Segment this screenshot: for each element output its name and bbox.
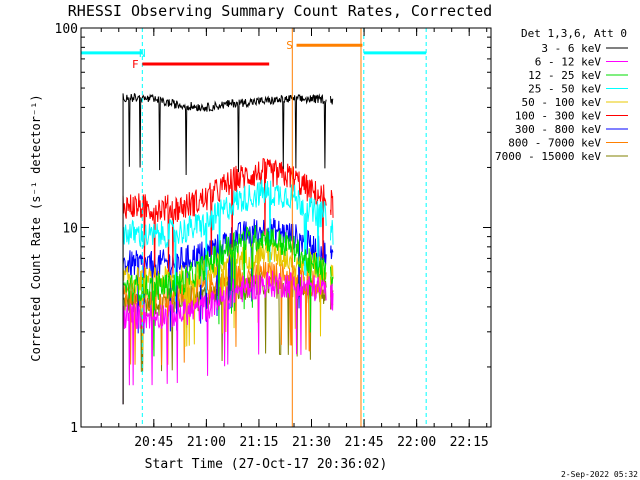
x-tick-label: 22:00 — [397, 435, 436, 450]
series-line-100-300-kev-segment-2 — [330, 189, 334, 218]
legend-label: 3 - 6 keV — [541, 42, 601, 55]
axes: 1 10 100 20:45 21:00 21:15 21:30 21:45 22:00 22:1… — [55, 22, 492, 450]
legend-label: 7000 - 15000 keV — [495, 150, 601, 163]
legend-label: 25 - 50 keV — [528, 83, 601, 96]
series-line-3-6-kev-segment-2 — [330, 96, 334, 105]
timestamp: 2-Sep-2022 05:32 — [561, 470, 638, 479]
y-tick-label: 1 — [70, 421, 78, 436]
legend-label: 50 - 100 keV — [522, 96, 602, 109]
flag-label-n: N — [139, 47, 146, 60]
x-axis-label: Start Time (27-Oct-17 20:36:02) — [145, 457, 388, 472]
x-tick-label: 21:00 — [187, 435, 226, 450]
series-line-25-50-kev-segment-2 — [330, 219, 334, 245]
x-tick-label: 21:30 — [292, 435, 331, 450]
legend-label: 800 - 7000 keV — [508, 137, 601, 150]
legend-label: 100 - 300 keV — [515, 110, 601, 123]
series-line-6-12-kev-segment-2 — [330, 283, 334, 311]
flag-label-f: F — [132, 58, 139, 71]
legend-header: Det 1,3,6, Att 0 — [521, 27, 627, 40]
y-tick-label: 100 — [55, 22, 78, 37]
x-tick-label: 21:45 — [345, 435, 384, 450]
plot-area: NF S — [81, 28, 427, 427]
chart-title: RHESSI Observing Summary Count Rates, Co… — [68, 2, 492, 20]
x-tick-label: 22:15 — [450, 435, 489, 450]
y-axis-label: Corrected Count Rate (s⁻¹ detector⁻¹) — [29, 94, 43, 361]
x-tick-label: 21:15 — [239, 435, 278, 450]
x-tick-label: 20:45 — [134, 435, 173, 450]
flag-label-s: S — [286, 39, 293, 52]
legend-label: 300 - 800 keV — [515, 123, 601, 136]
series-line-300-800-kev-segment-2 — [330, 245, 334, 260]
legend-label: 12 - 25 keV — [528, 69, 601, 82]
y-tick-label: 10 — [62, 222, 78, 237]
legend-label: 6 - 12 keV — [535, 56, 602, 69]
